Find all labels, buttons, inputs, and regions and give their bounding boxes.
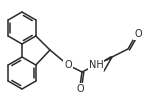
Text: NH: NH <box>89 60 103 70</box>
Text: O: O <box>64 60 72 70</box>
Text: O: O <box>134 29 142 39</box>
Text: O: O <box>76 84 84 94</box>
